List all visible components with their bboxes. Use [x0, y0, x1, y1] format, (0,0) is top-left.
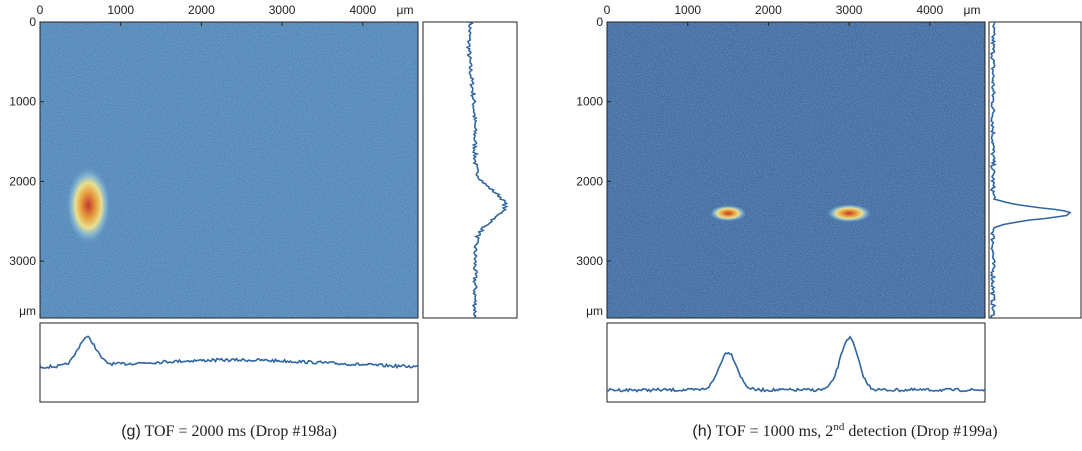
bottom-profile-frame [606, 322, 986, 403]
y-tick-label: 1000 [9, 95, 36, 109]
x-tick-label: 2000 [755, 3, 782, 17]
x-tick-label: 4000 [916, 3, 943, 17]
caption: (h) TOF = 1000 ms, 2nd detection (Drop #… [692, 421, 997, 440]
y-tick-label: 1000 [576, 95, 603, 109]
side-profile [465, 21, 509, 318]
bottom-profile [606, 335, 986, 393]
image-noise [40, 22, 418, 318]
caption-label: (h) [692, 423, 712, 440]
y-tick-label: 3000 [576, 254, 603, 268]
y-tick-label: 0 [29, 15, 36, 29]
x-tick-label: 2000 [188, 3, 215, 17]
y-tick-label: 3000 [9, 254, 36, 268]
atom-cloud [710, 205, 747, 222]
y-unit: μm [19, 304, 36, 318]
x-unit: μm [397, 3, 414, 17]
image-noise [607, 22, 985, 318]
image-frame [39, 21, 419, 319]
caption-label: (g) [121, 423, 141, 440]
caption-text: TOF = 1000 ms, 2 [716, 423, 834, 440]
atom-cloud [66, 167, 111, 244]
caption-after: detection (Drop #199a) [844, 423, 997, 440]
y-tick-label: 0 [596, 15, 603, 29]
x-tick-label: 1000 [107, 3, 134, 17]
caption-sup: nd [833, 421, 845, 433]
x-tick-label: 3000 [269, 3, 296, 17]
x-tick-label: 0 [37, 3, 44, 17]
image-frame [606, 21, 986, 319]
caption: (g) TOF = 2000 ms (Drop #198a) [121, 423, 337, 440]
side-profile [989, 22, 1072, 318]
y-unit: μm [586, 304, 603, 318]
y-tick-label: 2000 [9, 174, 36, 188]
x-tick-label: 0 [604, 3, 611, 17]
y-tick-label: 2000 [576, 174, 603, 188]
side-profile-frame [988, 21, 1082, 319]
x-tick-label: 3000 [836, 3, 863, 17]
x-tick-label: 1000 [674, 3, 701, 17]
x-tick-label: 4000 [349, 3, 376, 17]
atom-cloud [827, 204, 872, 223]
bottom-profile-frame [39, 322, 419, 403]
caption-text: TOF = 2000 ms (Drop #198a) [145, 423, 337, 440]
x-unit: μm [964, 3, 981, 17]
bottom-profile [39, 335, 419, 370]
